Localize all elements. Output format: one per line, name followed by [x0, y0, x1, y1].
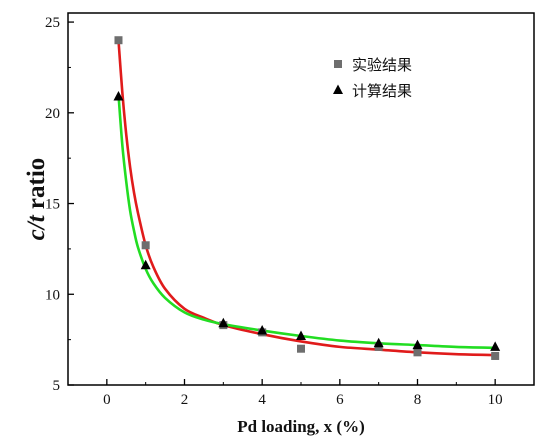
y-axis-title-rest: ratio — [23, 158, 50, 216]
triangle-marker — [490, 341, 501, 351]
x-axis-title: Pd loading, x (%) — [237, 417, 365, 436]
square-marker — [413, 348, 422, 357]
square-marker — [297, 344, 305, 353]
x-tick-label: 2 — [181, 392, 189, 408]
triangle-marker — [412, 339, 423, 350]
plot-frame — [67, 12, 535, 386]
x-tick-label: 4 — [258, 392, 266, 408]
square-marker — [491, 351, 500, 360]
y-axis-title-italic: c/t — [23, 214, 50, 240]
y-axis-title: c/t ratio — [23, 158, 50, 241]
square-marker — [141, 241, 150, 250]
y-tick-label: 15 — [45, 197, 60, 213]
triangle-marker — [257, 325, 268, 335]
y-tick-label: 10 — [45, 287, 60, 303]
x-tick-label: 8 — [414, 392, 422, 408]
x-tick-label: 0 — [103, 392, 111, 408]
axis-ticks: 0 2 4 6 8 10 5 10 15 20 25 — [45, 15, 535, 408]
triangle-marker — [218, 317, 229, 328]
y-tick-label: 20 — [45, 106, 60, 122]
fit-curve — [117, 93, 497, 350]
legend-label: 计算结果 — [352, 82, 412, 100]
legend-marker — [333, 84, 343, 94]
fit-curves — [117, 38, 497, 357]
y-tick-label: 25 — [45, 15, 60, 31]
square-marker — [114, 36, 123, 45]
legend-label: 实验结果 — [352, 56, 412, 74]
triangle-marker — [296, 330, 306, 341]
legend-marker — [334, 60, 342, 68]
markers — [113, 36, 501, 360]
x-tick-label: 10 — [488, 392, 503, 408]
triangle-marker — [113, 90, 124, 101]
triangle-marker — [373, 337, 384, 348]
triangle-marker — [140, 259, 151, 270]
fit-curve — [117, 38, 497, 357]
x-tick-label: 6 — [336, 392, 344, 408]
y-tick-label: 5 — [53, 378, 61, 394]
